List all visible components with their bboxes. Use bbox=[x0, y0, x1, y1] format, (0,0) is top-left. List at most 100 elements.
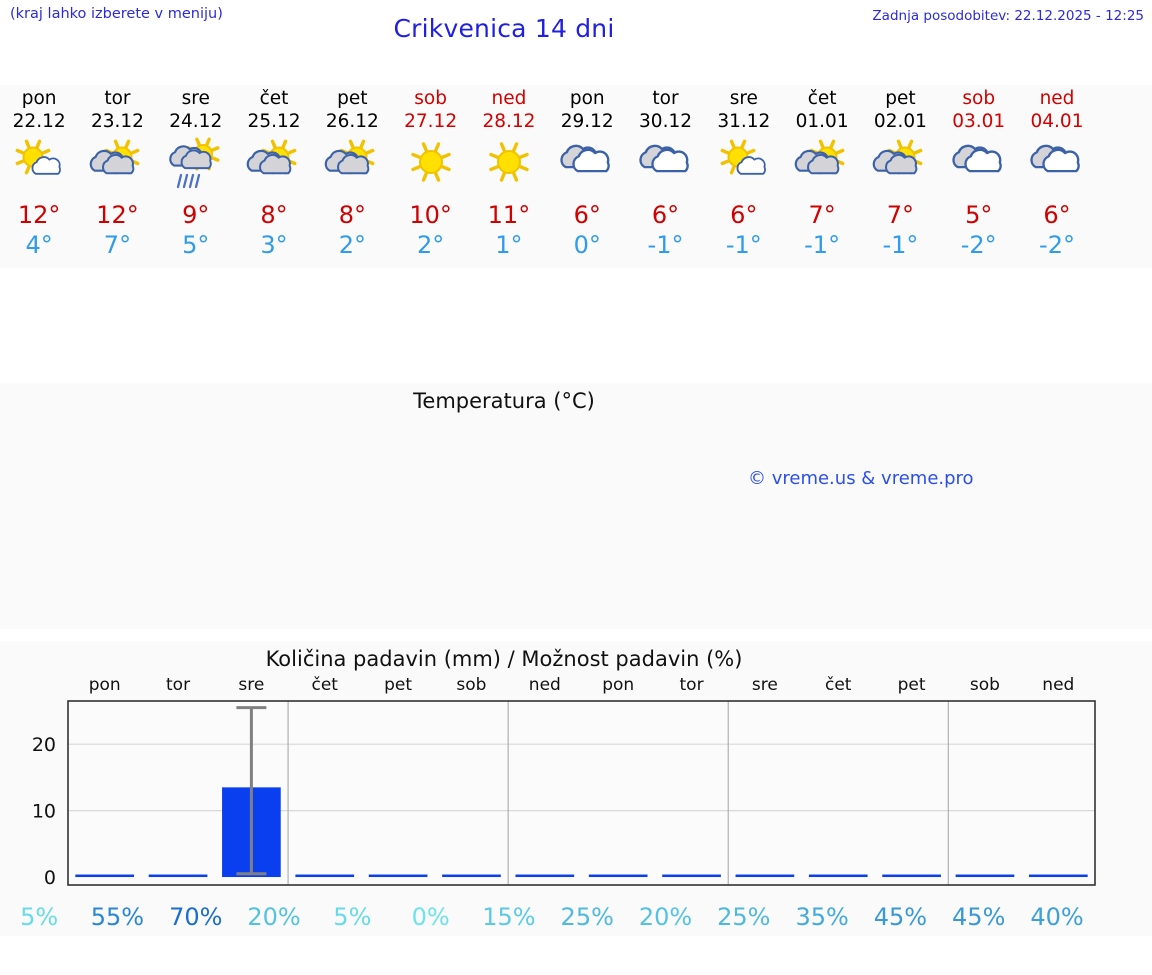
precipitation-probability: 55% bbox=[90, 903, 145, 931]
day-column-0[interactable]: pon 22.12 12° 4° bbox=[0, 85, 78, 260]
precip-day-label: tor bbox=[680, 675, 704, 695]
high-temperature: 9° bbox=[182, 201, 210, 229]
low-temperature: 0° bbox=[573, 231, 601, 259]
day-of-week-label: sob bbox=[414, 88, 447, 109]
precipitation-bar[interactable] bbox=[515, 874, 575, 878]
day-of-week-label: pon bbox=[569, 88, 605, 109]
temperature-chart-title: Temperatura (°C) bbox=[413, 389, 595, 413]
precip-day-label: ned bbox=[1042, 675, 1074, 695]
precip-y-tick: 0 bbox=[44, 867, 56, 889]
precipitation-bar[interactable] bbox=[148, 874, 208, 878]
precip-day-label: sob bbox=[456, 675, 486, 695]
precipitation-bar[interactable] bbox=[442, 874, 501, 878]
day-date-label: 27.12 bbox=[404, 111, 458, 132]
cloud-icon bbox=[638, 144, 689, 173]
day-column-1[interactable]: tor 23.12 12° 7° bbox=[78, 85, 156, 260]
low-temperature: -1° bbox=[882, 231, 919, 259]
precipitation-bar[interactable] bbox=[75, 874, 135, 878]
low-temperature: -2° bbox=[960, 231, 997, 259]
precipitation-probability: 35% bbox=[795, 903, 849, 931]
temperature-chart: 151050−5 bbox=[0, 383, 1152, 629]
last-updated-text: Zadnja posodobitev: 22.12.2025 - 12:25 bbox=[872, 8, 1144, 24]
precipitation-probability: 5% bbox=[20, 903, 59, 931]
low-temperature: 5° bbox=[182, 231, 210, 259]
copyright-watermark: © vreme.us & vreme.pro bbox=[748, 468, 974, 489]
day-of-week-label: ned bbox=[491, 88, 527, 109]
precip-day-label: ned bbox=[529, 675, 561, 695]
day-of-week-label: sob bbox=[962, 88, 996, 109]
precipitation-bar[interactable] bbox=[882, 874, 941, 878]
precipitation-bar[interactable] bbox=[662, 874, 721, 878]
precipitation-probability: 25% bbox=[560, 903, 614, 931]
low-temperature: 7° bbox=[103, 231, 132, 259]
day-column-3[interactable]: čet 25.12 8° 3° bbox=[235, 85, 313, 260]
weather-icon-wrap bbox=[313, 135, 391, 191]
precipitation-bar[interactable] bbox=[295, 874, 355, 878]
high-temperature: 6° bbox=[651, 201, 680, 229]
day-date-label: 04.01 bbox=[1030, 111, 1084, 132]
day-of-week-label: pet bbox=[337, 88, 368, 109]
high-temperature: 7° bbox=[808, 201, 836, 229]
high-temperature: 8° bbox=[338, 201, 366, 229]
precipitation-probability: 20% bbox=[638, 903, 693, 931]
weather-icon-wrap bbox=[548, 135, 626, 191]
day-of-week-label: ned bbox=[1039, 88, 1075, 109]
precipitation-probability-row: 5% 55% 70% 20% 5% 0% 15% 25% 20% 25% 35% 45% 45% 40% bbox=[0, 903, 1152, 936]
precipitation-probability: 45% bbox=[952, 903, 1006, 931]
day-column-8[interactable]: tor 30.12 6° -1° bbox=[626, 85, 704, 260]
daily-forecast-strip: pon 22.12 12° 4° tor 23.12 12° 7° sre 24.12 9° 5° če… bbox=[0, 85, 1152, 268]
day-date-label: 25.12 bbox=[247, 111, 301, 132]
weather-icon-wrap bbox=[626, 135, 704, 191]
day-of-week-label: pet bbox=[885, 88, 916, 109]
precipitation-bar[interactable] bbox=[955, 874, 1015, 878]
weather-icon-wrap bbox=[0, 135, 78, 191]
low-temperature: 1° bbox=[495, 231, 523, 259]
day-column-2[interactable]: sre 24.12 9° 5° bbox=[157, 85, 235, 260]
cloud-icon bbox=[560, 144, 611, 173]
precip-day-label: čet bbox=[312, 675, 339, 695]
high-temperature: 6° bbox=[1043, 201, 1071, 229]
precipitation-bar[interactable] bbox=[808, 874, 868, 878]
day-of-week-label: sre bbox=[181, 88, 210, 109]
day-of-week-label: pon bbox=[21, 88, 57, 109]
day-column-13[interactable]: ned 04.01 6° -2° bbox=[1018, 85, 1096, 260]
day-of-week-label: čet bbox=[259, 88, 289, 109]
sun-icon bbox=[489, 142, 529, 182]
day-column-10[interactable]: čet 01.01 7° -1° bbox=[783, 85, 861, 260]
day-column-6[interactable]: ned 28.12 11° 1° bbox=[470, 85, 548, 260]
day-date-label: 23.12 bbox=[90, 111, 144, 132]
day-column-9[interactable]: sre 31.12 6° -1° bbox=[705, 85, 783, 260]
day-column-7[interactable]: pon 29.12 6° 0° bbox=[548, 85, 626, 260]
day-of-week-label: tor bbox=[652, 88, 679, 109]
low-temperature: -1° bbox=[647, 231, 684, 259]
precipitation-bar[interactable] bbox=[588, 874, 648, 878]
precip-day-label: sre bbox=[238, 675, 264, 695]
low-temperature: -1° bbox=[804, 231, 841, 259]
weather-icon-wrap bbox=[705, 135, 783, 191]
high-temperature: 5° bbox=[965, 201, 993, 229]
day-date-label: 01.01 bbox=[795, 111, 849, 132]
precipitation-error-bar bbox=[236, 706, 267, 876]
weather-icon-wrap bbox=[1018, 135, 1096, 191]
day-of-week-label: tor bbox=[104, 88, 131, 109]
precip-y-tick: 20 bbox=[32, 734, 56, 756]
precipitation-bar[interactable] bbox=[735, 874, 795, 878]
day-column-12[interactable]: sob 03.01 5° -2° bbox=[940, 85, 1018, 260]
day-column-4[interactable]: pet 26.12 8° 2° bbox=[313, 85, 391, 260]
sun-cloud-icon bbox=[325, 139, 375, 175]
precipitation-bar[interactable] bbox=[1028, 874, 1088, 878]
day-column-5[interactable]: sob 27.12 10° 2° bbox=[391, 85, 469, 260]
sun-cloud-icon bbox=[90, 139, 140, 175]
precip-day-label: pon bbox=[89, 675, 121, 695]
weather-icon-wrap bbox=[861, 135, 939, 191]
precip-day-label: pet bbox=[898, 675, 926, 695]
day-column-11[interactable]: pet 02.01 7° -1° bbox=[861, 85, 939, 260]
high-temperature: 7° bbox=[886, 201, 915, 229]
precipitation-probability: 15% bbox=[482, 903, 536, 931]
precipitation-probability: 45% bbox=[873, 903, 928, 931]
precipitation-bar[interactable] bbox=[368, 874, 428, 878]
sun-cloud-icon bbox=[246, 139, 297, 175]
sun-cloud-icon bbox=[794, 139, 845, 175]
weather-icon-wrap bbox=[391, 135, 469, 191]
high-temperature: 10° bbox=[409, 201, 452, 229]
